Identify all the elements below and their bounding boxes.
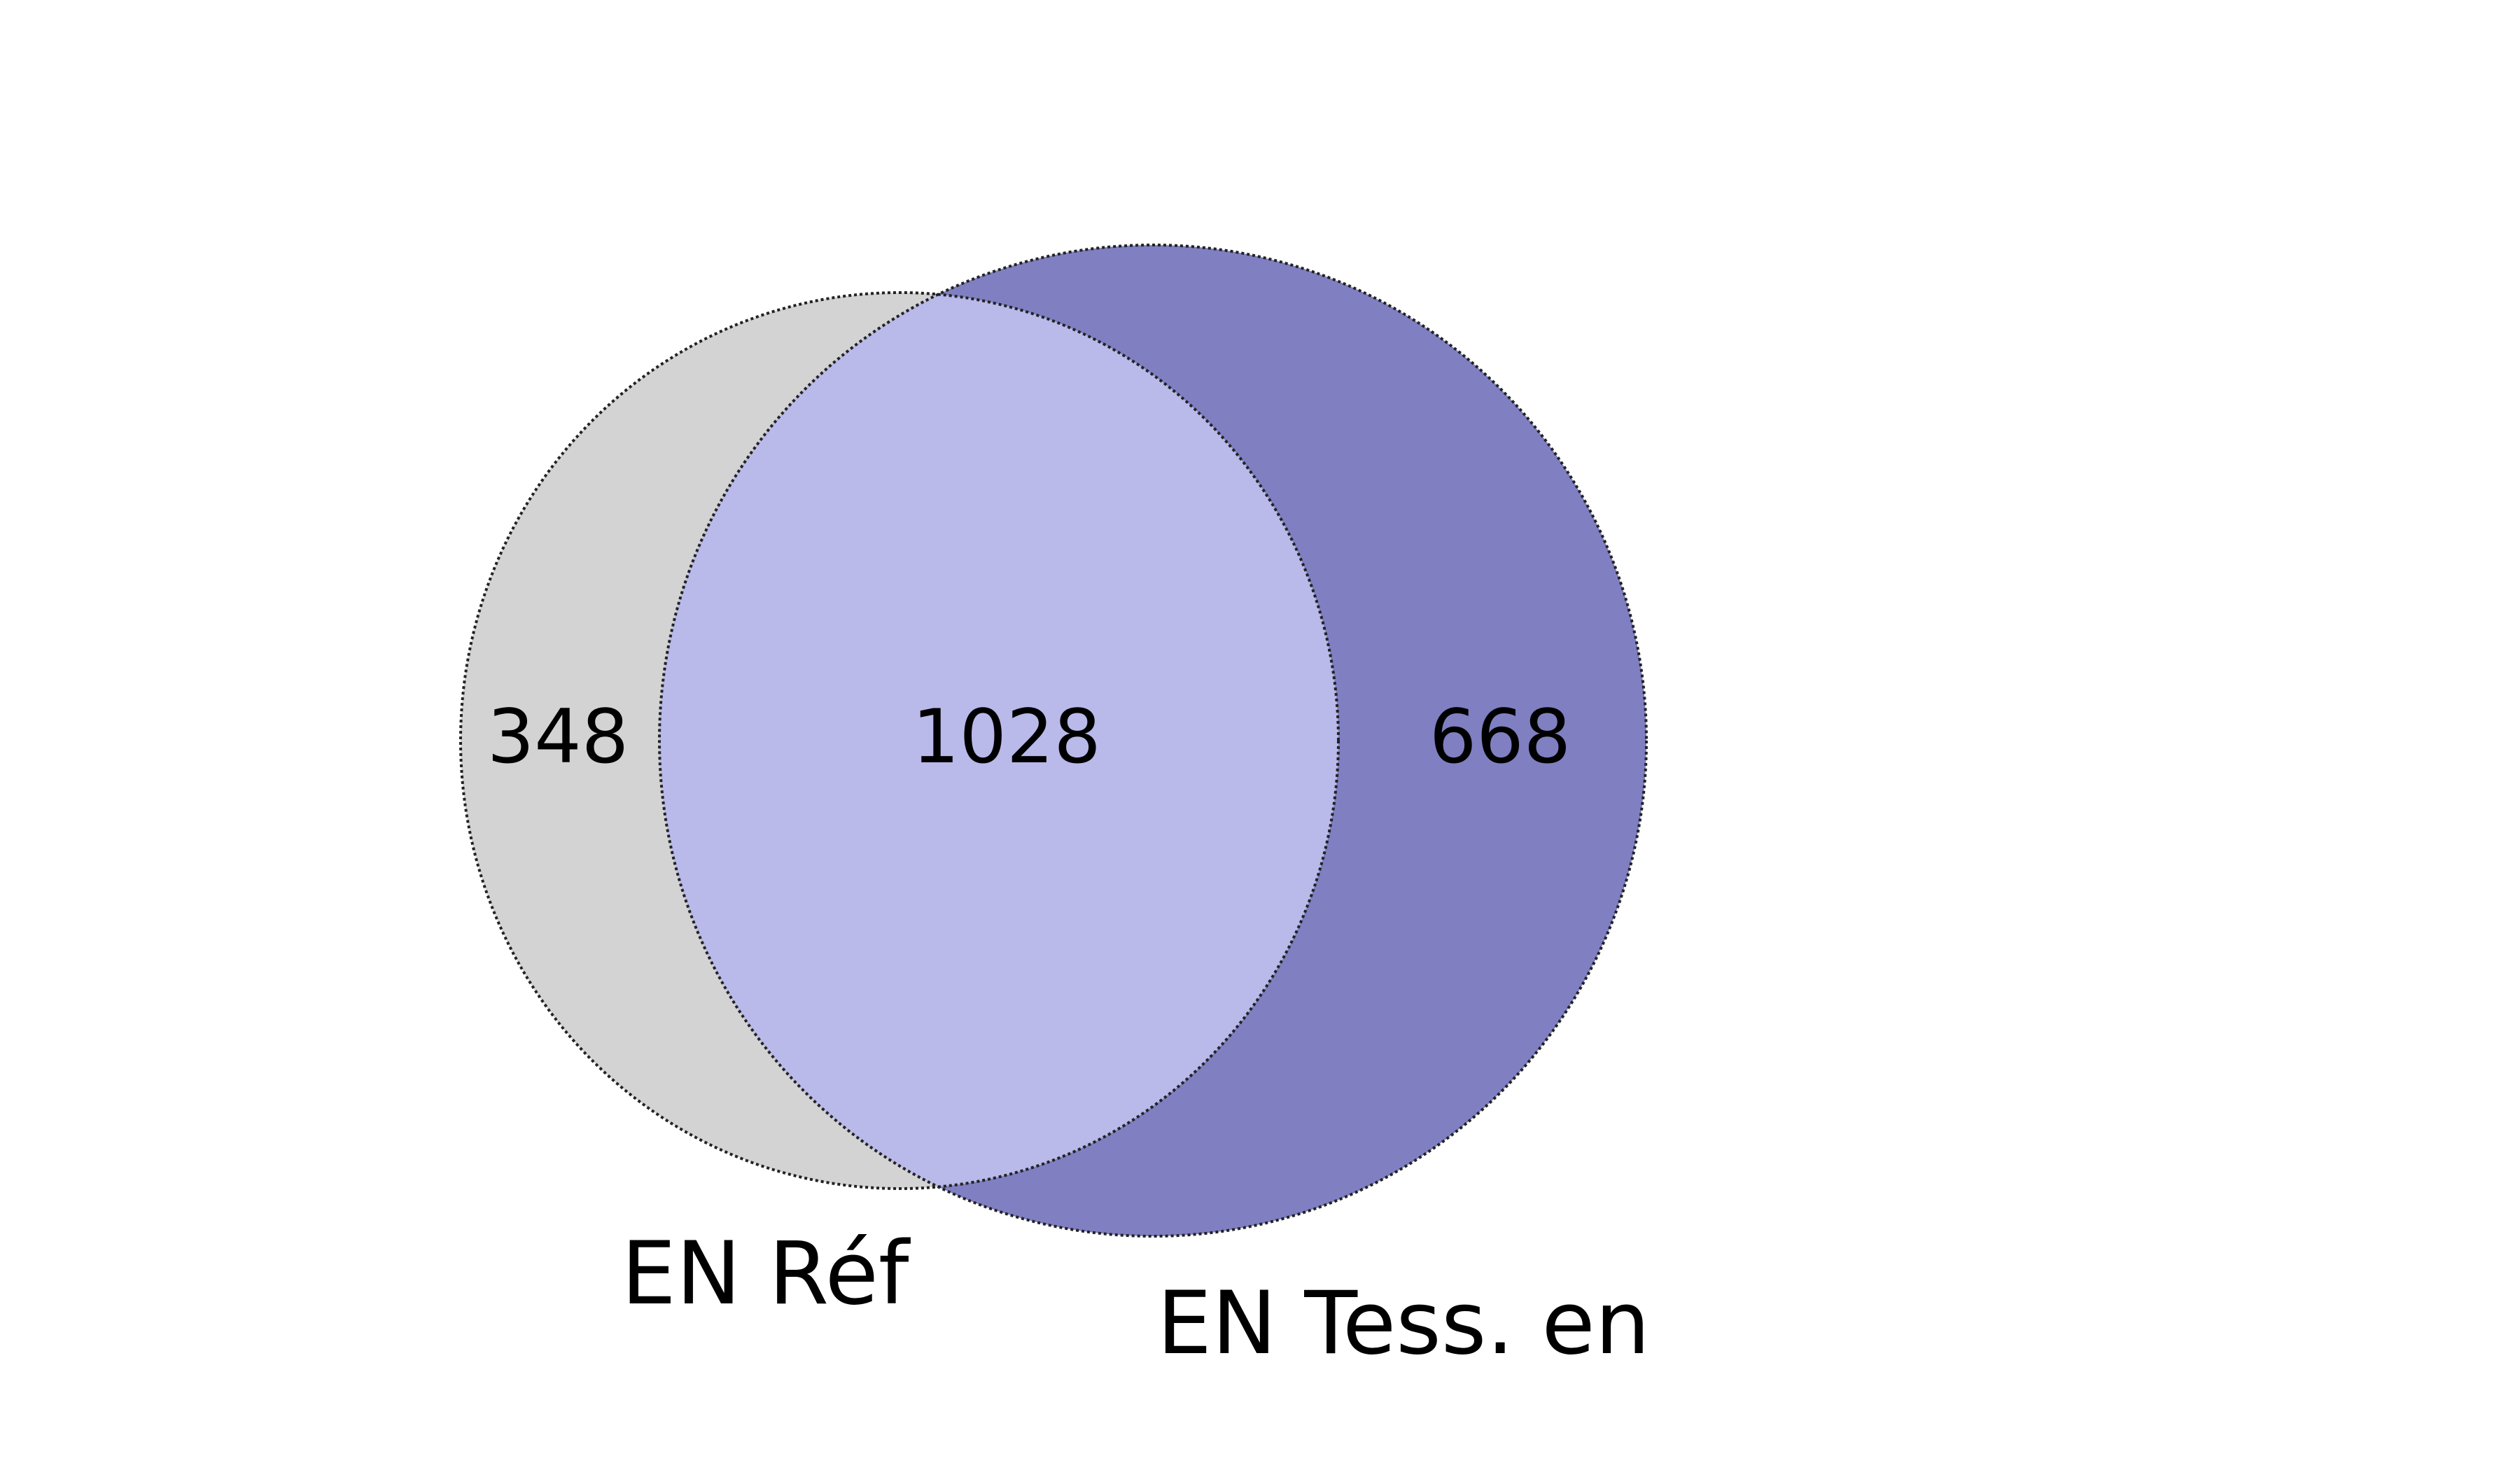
set-left-outline [459,291,1340,1190]
left-only-count: 348 [487,694,629,780]
right-only-count: 668 [1429,694,1571,780]
intersection-count: 1028 [912,694,1101,780]
set-left-label: EN Réf [621,1224,911,1324]
set-right-outline [658,244,1648,1238]
set-right-label: EN Tess. en [1157,1273,1650,1374]
